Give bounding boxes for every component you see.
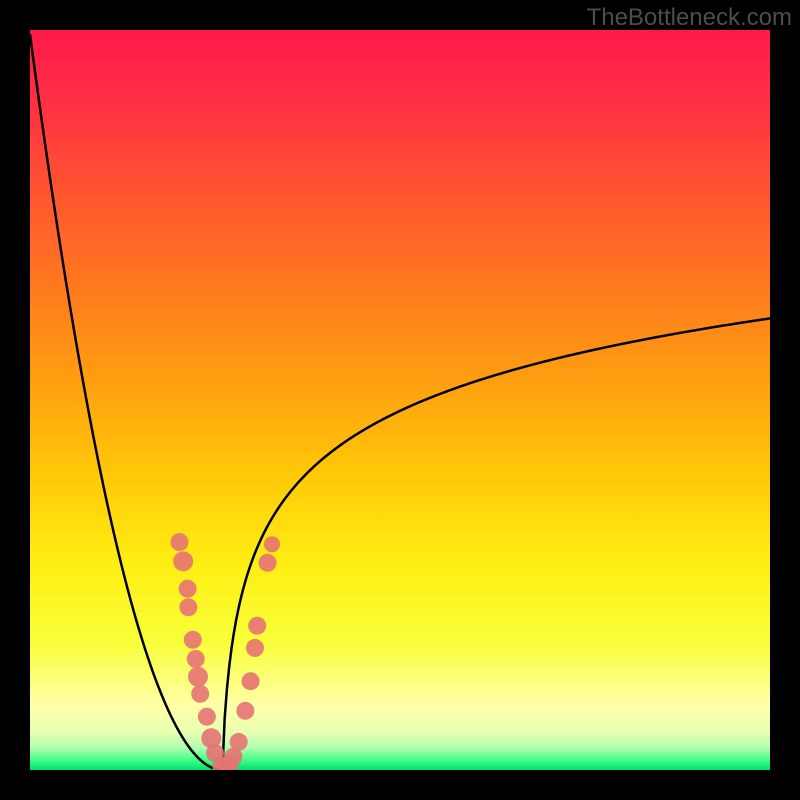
marker-point (230, 733, 248, 751)
chart-root: TheBottleneck.com (0, 0, 800, 800)
marker-point (242, 672, 260, 690)
marker-point (187, 650, 205, 668)
marker-point (248, 617, 266, 635)
chart-svg (0, 0, 800, 800)
gradient-background (30, 30, 770, 770)
watermark-text: TheBottleneck.com (587, 4, 792, 32)
marker-point (191, 685, 209, 703)
marker-point (179, 580, 197, 598)
marker-point (259, 554, 277, 572)
marker-point (236, 702, 254, 720)
marker-point (188, 667, 208, 687)
marker-point (198, 708, 216, 726)
marker-point (264, 536, 280, 552)
marker-point (173, 551, 193, 571)
marker-point (184, 631, 202, 649)
marker-point (170, 533, 188, 551)
marker-point (246, 639, 264, 657)
marker-point (179, 598, 197, 616)
